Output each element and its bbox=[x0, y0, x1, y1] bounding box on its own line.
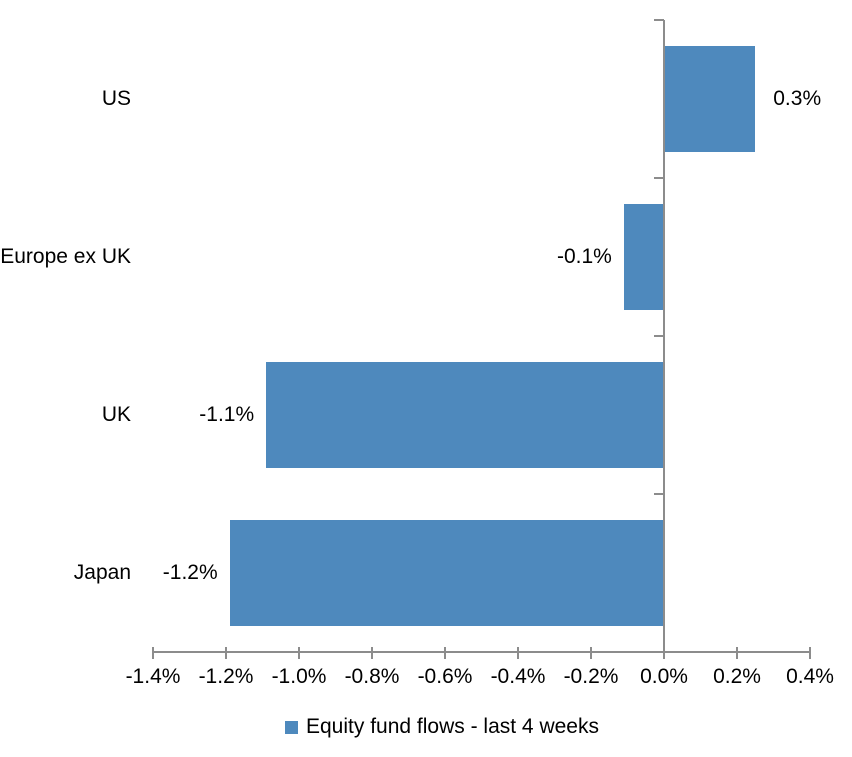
x-tick bbox=[663, 647, 665, 659]
x-tick bbox=[809, 647, 811, 659]
bar bbox=[623, 204, 664, 310]
y-tick bbox=[654, 19, 664, 21]
category-label: US bbox=[101, 87, 131, 110]
bar-value-label: 0.3% bbox=[773, 87, 822, 110]
x-tick-label: -0.6% bbox=[417, 665, 473, 688]
x-axis-line bbox=[153, 651, 811, 653]
bar-value-label: -0.1% bbox=[557, 245, 612, 268]
y-tick bbox=[654, 651, 664, 653]
y-tick bbox=[654, 177, 664, 179]
x-tick-label: -0.4% bbox=[490, 665, 546, 688]
x-tick bbox=[152, 647, 154, 659]
bar-value-label: -1.1% bbox=[199, 403, 255, 426]
category-label: UK bbox=[101, 403, 131, 426]
x-tick bbox=[225, 647, 227, 659]
x-tick-label: -0.8% bbox=[344, 665, 400, 688]
legend-label: Equity fund flows - last 4 weeks bbox=[306, 715, 599, 738]
y-axis-line bbox=[663, 20, 665, 652]
x-tick-label: -1.0% bbox=[271, 665, 327, 688]
x-tick bbox=[736, 647, 738, 659]
x-tick-label: 0.0% bbox=[640, 665, 688, 688]
x-tick-label: -1.4% bbox=[125, 665, 181, 688]
bar bbox=[229, 520, 664, 626]
legend-marker-icon bbox=[285, 720, 298, 734]
legend: Equity fund flows - last 4 weeks bbox=[285, 714, 599, 740]
x-tick bbox=[444, 647, 446, 659]
y-tick bbox=[654, 335, 664, 337]
x-tick-label: 0.4% bbox=[786, 665, 834, 688]
bar bbox=[266, 362, 664, 468]
bar bbox=[664, 46, 756, 152]
x-tick bbox=[371, 647, 373, 659]
x-tick bbox=[590, 647, 592, 659]
bar-value-label: -1.2% bbox=[162, 561, 218, 584]
x-tick-label: -0.2% bbox=[563, 665, 619, 688]
category-label: Japan bbox=[73, 561, 131, 584]
x-tick-label: 0.2% bbox=[713, 665, 761, 688]
y-tick bbox=[654, 493, 664, 495]
x-tick bbox=[298, 647, 300, 659]
x-tick bbox=[517, 647, 519, 659]
x-tick-label: -1.2% bbox=[198, 665, 254, 688]
category-label: Europe ex UK bbox=[0, 245, 131, 268]
